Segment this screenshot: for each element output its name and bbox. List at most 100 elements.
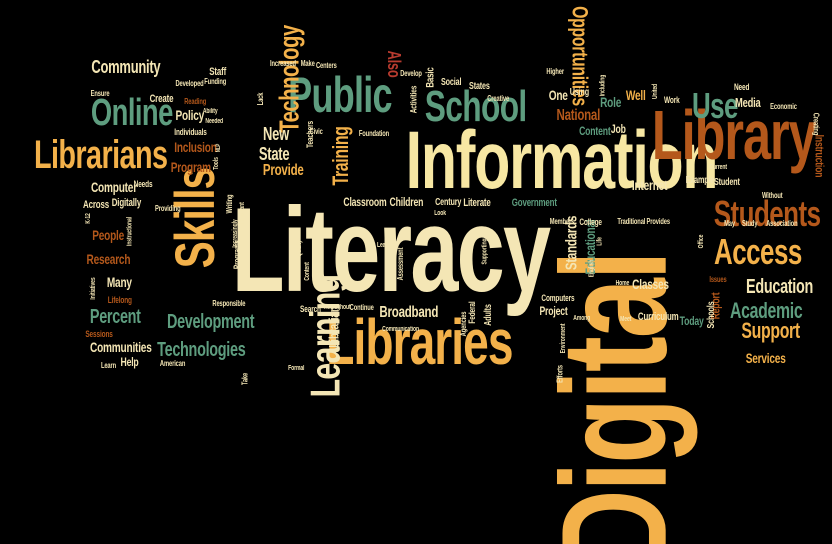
word-national: National [556,107,601,124]
word-policy: Policy [175,107,205,123]
word-home: Home [615,280,630,287]
word-libraries: Libraries [326,306,513,378]
word-provided: Providing [154,204,181,213]
word-work: Work [664,95,680,105]
word-communities: Communities [89,339,152,355]
word-content-small: Content [304,262,312,281]
word-without: Without [762,191,783,200]
word-children: Children [389,195,424,209]
word-formal: Formal [288,365,305,372]
word-librarian: Librarian [325,306,342,348]
word-study: Study [742,219,758,228]
word-public: Public [288,67,392,123]
word-communication: Communication [382,326,419,333]
word-tools: Tools [213,157,221,170]
word-meet: Meet [620,316,632,323]
word-united: United [651,83,659,100]
word-english: English [588,259,596,278]
word-media: Media [734,95,761,110]
word-life: Life [596,237,604,246]
word-members: Members [549,217,575,226]
word-inclusion: Inclusion [174,139,217,155]
word-activities: Activities [408,85,419,114]
word-states: States [469,81,490,92]
word-access: Access [714,231,802,272]
word-technology: Technology [273,25,305,133]
word-ability: Ability [202,108,218,115]
word-library: Library [651,96,817,174]
word-centers: Centers [316,61,337,70]
word-foundation: Foundation [358,129,390,138]
word-education: Education [746,276,814,298]
word-librarians: Librarians [33,133,168,177]
word-developed: Developed [175,79,204,88]
word-skills: Skills [162,167,226,269]
word-job: Job [610,122,626,136]
word-economic: Economic [770,102,797,111]
word-traditional: Traditional [617,217,646,226]
word-environment: Environment [560,323,568,354]
word-information: Information [405,115,719,206]
word-assessment: Assessment [395,247,405,281]
word-literacy: Literacy [231,183,551,317]
word-search: Search [300,304,321,314]
word-issues: Issues [709,275,727,284]
word-internet: Internet [631,177,668,193]
word-people: People [92,227,125,243]
word-computer: Computer [90,179,137,195]
word-supporting: Supporting [481,238,489,265]
word-example: Example [685,175,715,186]
word-new: New [263,124,289,144]
word-funding: Funding [204,77,227,86]
word-century: Century [435,197,462,208]
word-schools: Schools [705,301,717,329]
word-individuals: Individuals [174,127,207,137]
word-instructional: Instructional [126,217,134,246]
word-social: Social [440,77,462,88]
word-sessions: Sessions [85,329,113,339]
word-association: Association [766,219,798,228]
word-may: May [724,219,735,228]
word-throughout: Throughout [323,304,351,311]
word-higher: Higher [546,67,564,76]
word-quality: Quality [295,240,303,257]
word-lifelong: Lifelong [107,295,132,305]
word-teachers: Teachers [305,121,316,148]
word-increasingly: Increasingly [232,219,240,248]
word-help: Help [120,355,139,369]
word-literate: Literate [463,197,491,209]
word-percent: Percent [89,306,141,328]
word-community: Community [91,57,161,77]
word-create: Create [149,93,174,105]
word-student: Student [714,177,740,188]
word-adults: Adults [482,304,494,326]
word-using: Using [569,87,590,98]
word-american: American [159,359,186,368]
word-current: Current [709,164,727,171]
word-development: Development [166,311,255,333]
word-across: Across [83,199,109,211]
word-students: Students [713,193,821,234]
word-nlp: NLP [215,143,222,153]
word-look: Look [434,210,446,217]
word-provides: Provides [646,217,671,226]
word-instruction: Instruction [812,134,827,178]
word-many: Many [106,274,132,290]
word-increased: Increased [270,59,296,68]
word-needs: Needs [133,179,153,189]
word-use: Use [691,85,739,126]
word-college: College [579,217,602,227]
word-efforts: Efforts [555,365,565,383]
word-needed: Needed [205,118,224,125]
word-federal: Federal [466,301,477,324]
word-reading: Reading [184,97,207,106]
word-provide: Provide [262,162,304,179]
word-digitally: Digitally [111,197,142,209]
word-classes: Classes [632,276,669,292]
word-make: Make [300,59,315,68]
word-well: Well [625,87,646,103]
word-including: Including [599,74,607,97]
word-take: Take [240,372,250,386]
word-curriculum: Curriculum [637,311,679,323]
